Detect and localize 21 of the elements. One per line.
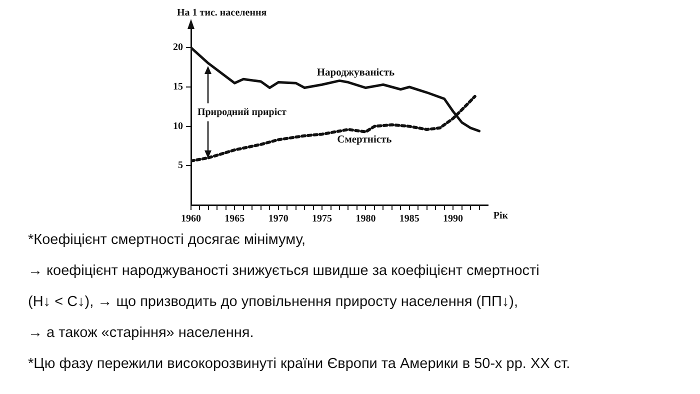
x-axis-title: Рік (493, 210, 508, 222)
series-label: Смертність (337, 134, 392, 146)
y-axis-title: На 1 тис. населення (177, 8, 268, 19)
text: → а також «старіння» населення. (28, 324, 255, 343)
x-tick-label: 1975 (312, 214, 332, 225)
x-tick-label: 1965 (224, 214, 245, 225)
y-tick-label: 15 (173, 82, 183, 93)
x-tick-label: 1960 (181, 214, 201, 225)
text: *Цю фазу пережили високорозвинуті країни Європи та Америки в 50-х рр. ХХ ст. (28, 355, 570, 374)
text: *Коефіцієнт смертності досягає мінімуму, (28, 231, 307, 250)
y-tick-label: 10 (173, 120, 183, 132)
text: → коефіцієнт народжуваності знижується швидше за коефіцієнт смертності (28, 262, 540, 281)
annotation: Природний приріст (197, 107, 287, 118)
series-label: Народжуваність (316, 67, 395, 78)
x-tick-label: 1990 (443, 214, 464, 225)
x-tick-label: 1970 (268, 214, 288, 225)
y-tick-label: 5 (178, 160, 183, 172)
y-tick-label: 20 (173, 42, 183, 54)
x-tick-label: 1985 (399, 214, 420, 225)
x-tick-label: 1980 (356, 214, 376, 225)
text: (Н↓ < С↓), → що призводить до уповільнення приросту населення (ПП↓), (28, 293, 520, 312)
